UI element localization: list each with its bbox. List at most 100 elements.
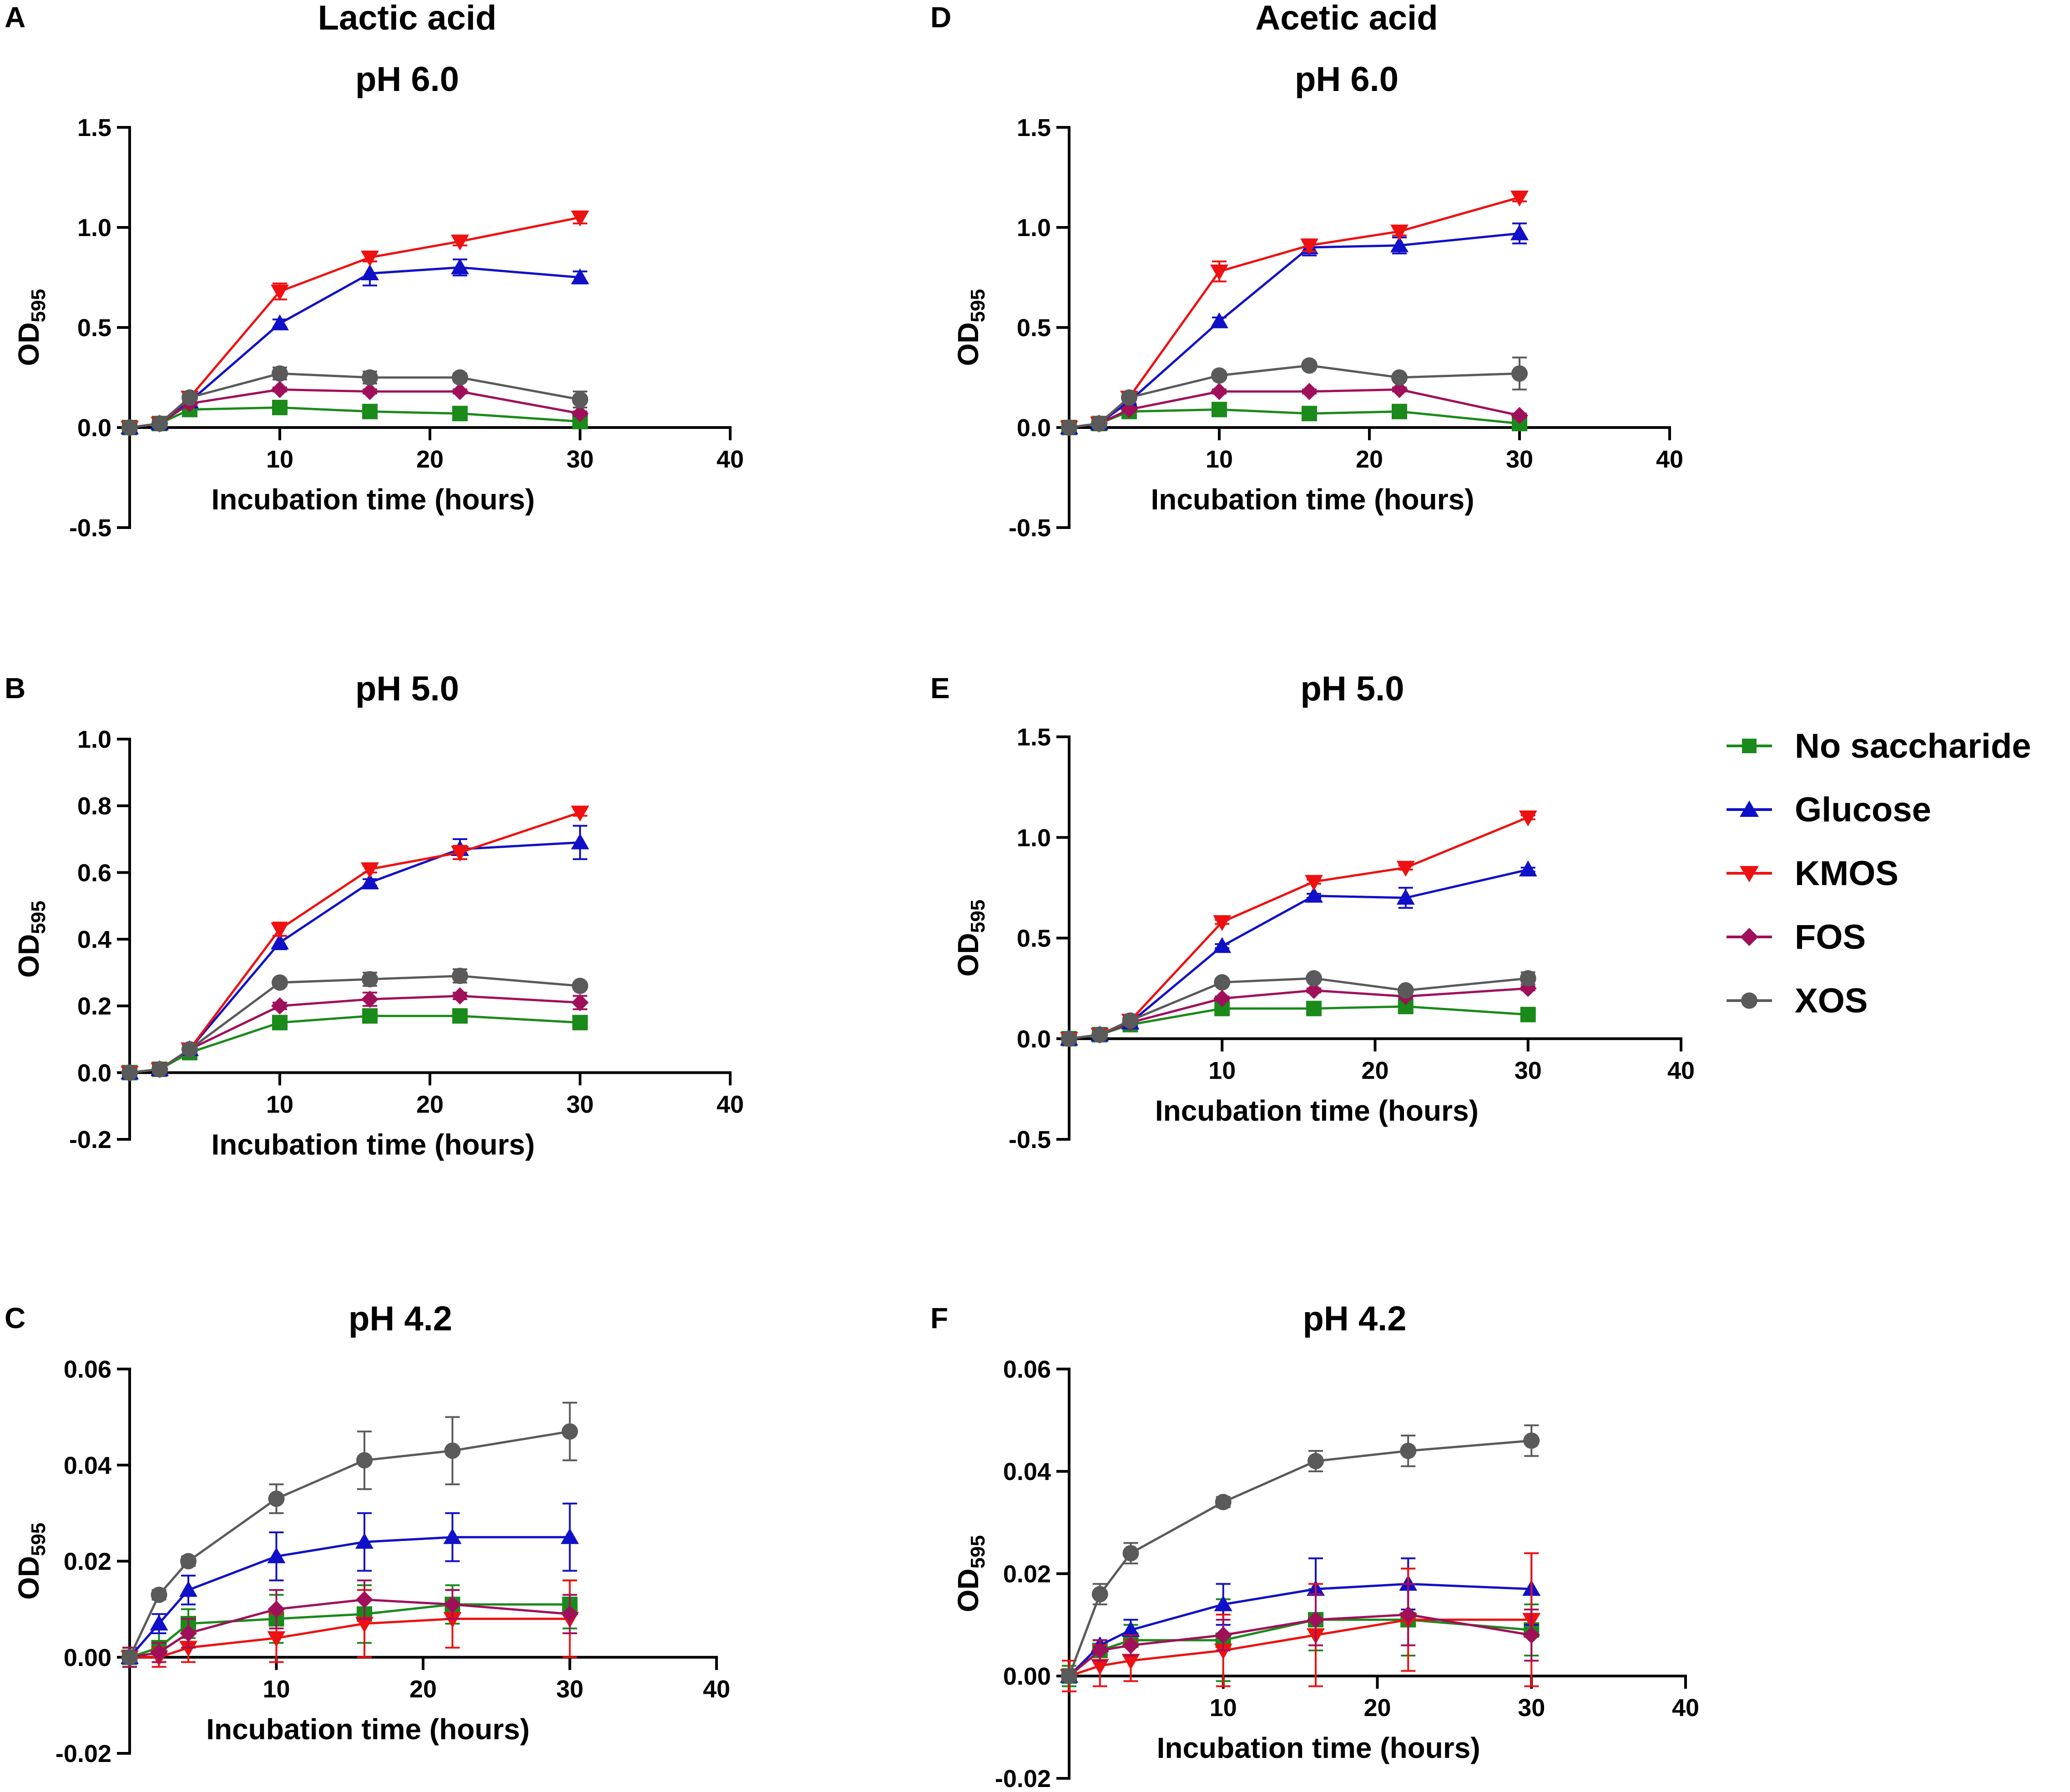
data-point-e-none-4 <box>1306 1001 1322 1017</box>
y-axis-label-sub-c: 595 <box>27 1523 50 1556</box>
data-point-c-xos-6 <box>561 1423 578 1440</box>
data-point-c-fos-6 <box>561 1605 579 1623</box>
data-point-b-xos-1 <box>151 1061 168 1077</box>
data-point-c-xos-3 <box>268 1490 285 1507</box>
data-point-e-xos-4 <box>1306 970 1322 987</box>
data-point-d-fos-2 <box>1121 401 1138 418</box>
x-axis-label-b: Incubation time (hours) <box>211 1128 535 1161</box>
y-tick-label-a-4: 1.5 <box>77 114 111 141</box>
chart-title-b: pH 5.0 <box>355 669 459 708</box>
data-point-f-kmos-2 <box>1121 1654 1140 1670</box>
data-point-c-kmos-2 <box>179 1641 197 1657</box>
y-axis-label-sub-f: 595 <box>967 1535 989 1568</box>
y-axis-label-sub-b: 595 <box>27 901 50 934</box>
series-d-xos <box>1061 357 1528 436</box>
y-tick-label-c-2: 0.02 <box>64 1548 111 1576</box>
y-tick-label-b-1: 0.0 <box>77 1059 111 1087</box>
data-point-d-glucose-6 <box>1510 224 1529 241</box>
data-point-b-kmos-6 <box>571 805 589 822</box>
legend-label-kmos: KMOS <box>1795 854 1898 893</box>
data-point-c-kmos-4 <box>355 1616 374 1633</box>
data-point-f-xos-4 <box>1308 1453 1324 1470</box>
x-tick-label-f-0: 10 <box>1210 1694 1237 1722</box>
data-point-b-xos-3 <box>272 974 288 991</box>
data-point-e-none-6 <box>1520 1007 1536 1022</box>
data-point-b-none-3 <box>272 1015 288 1031</box>
data-point-a-xos-1 <box>151 415 168 432</box>
data-point-c-fos-4 <box>356 1591 373 1608</box>
data-point-b-glucose-3 <box>271 933 289 950</box>
legend-label-glucose: Glucose <box>1795 790 1931 829</box>
data-point-c-kmos-5 <box>443 1612 462 1628</box>
legend-item-glucose: Glucose <box>1727 790 1931 829</box>
data-point-b-xos-0 <box>121 1064 138 1081</box>
chart-panel-a: A Lactic acid pH 6.0 -0.5 0.0 0.5 1.0 1.5 10 20 30… <box>5 0 744 542</box>
y-tick-label-d-1: 0.0 <box>1017 414 1051 442</box>
data-point-a-xos-2 <box>182 389 198 406</box>
legend-label-xos: XOS <box>1795 982 1868 1020</box>
data-point-b-xos-6 <box>572 977 588 994</box>
x-tick-label-c-1: 20 <box>409 1676 437 1703</box>
y-tick-label-e-3: 1.0 <box>1017 824 1051 851</box>
y-tick-label-f-1: 0.00 <box>1003 1663 1051 1690</box>
data-point-d-glucose-5 <box>1390 236 1409 252</box>
data-point-b-fos-5 <box>451 987 469 1005</box>
data-point-c-glucose-1 <box>150 1614 168 1631</box>
data-point-c-glucose-5 <box>443 1528 462 1544</box>
y-tick-label-f-4: 0.06 <box>1003 1356 1051 1383</box>
data-point-a-kmos-6 <box>571 211 589 227</box>
data-point-a-xos-3 <box>272 365 288 382</box>
data-point-f-xos-2 <box>1122 1545 1139 1561</box>
legend-marker-no-saccharide <box>1742 739 1757 753</box>
x-tick-label-b-3: 40 <box>717 1091 744 1118</box>
data-point-d-xos-2 <box>1121 389 1137 406</box>
data-point-a-fos-5 <box>451 383 469 400</box>
data-point-e-xos-2 <box>1122 1012 1139 1029</box>
data-point-e-fos-3 <box>1213 990 1231 1007</box>
group-title-d: Acetic acid <box>1255 0 1438 37</box>
data-point-a-none-3 <box>272 400 288 415</box>
legend-marker-glucose <box>1740 800 1759 817</box>
y-axis-label-main-c: OD <box>12 1556 45 1600</box>
data-point-b-kmos-3 <box>271 922 289 938</box>
x-tick-label-a-2: 30 <box>566 446 594 473</box>
data-point-a-fos-4 <box>361 383 379 400</box>
data-point-e-glucose-3 <box>1213 937 1232 953</box>
data-point-b-fos-6 <box>571 994 589 1012</box>
data-point-e-xos-6 <box>1520 970 1536 987</box>
data-point-b-fos-3 <box>271 997 288 1015</box>
x-axis-label-c: Incubation time (hours) <box>206 1713 530 1746</box>
y-tick-label-a-1: 0.0 <box>77 414 111 442</box>
data-point-b-xos-4 <box>362 971 378 987</box>
y-axis-label-main-d: OD <box>952 322 985 366</box>
data-point-b-none-5 <box>452 1008 468 1024</box>
y-tick-label-c-3: 0.04 <box>64 1452 111 1479</box>
data-point-a-fos-3 <box>271 381 288 398</box>
data-point-d-xos-6 <box>1511 365 1528 382</box>
y-axis-label-main-a: OD <box>12 322 45 366</box>
data-point-b-glucose-4 <box>361 873 379 890</box>
x-tick-label-e-1: 20 <box>1361 1057 1388 1084</box>
data-point-d-xos-3 <box>1211 367 1227 384</box>
data-point-f-xos-5 <box>1400 1443 1417 1459</box>
data-point-c-xos-4 <box>356 1452 373 1469</box>
x-axis-label-a: Incubation time (hours) <box>211 483 535 516</box>
x-tick-label-c-0: 10 <box>263 1676 290 1703</box>
series-b-xos <box>121 967 588 1081</box>
y-tick-label-f-3: 0.04 <box>1003 1458 1051 1485</box>
legend: No saccharide Glucose KMOS FOS XOS <box>1727 727 2031 1020</box>
data-point-b-none-6 <box>572 1015 588 1031</box>
x-tick-label-b-1: 20 <box>416 1091 444 1118</box>
panel-letter-f: F <box>930 1302 948 1334</box>
series-line-b-kmos <box>129 811 581 1074</box>
x-axis-label-d: Incubation time (hours) <box>1151 483 1474 516</box>
data-point-e-glucose-4 <box>1305 886 1323 903</box>
y-tick-label-f-0: -0.02 <box>995 1765 1051 1792</box>
y-axis-label-c: OD595 <box>12 1523 50 1600</box>
panels-layer: A Lactic acid pH 6.0 -0.5 0.0 0.5 1.0 1.5 10 20 30… <box>5 0 1699 1792</box>
data-point-a-kmos-4 <box>361 251 379 267</box>
legend-item-kmos: KMOS <box>1727 854 1898 893</box>
x-tick-label-b-0: 10 <box>266 1091 293 1118</box>
